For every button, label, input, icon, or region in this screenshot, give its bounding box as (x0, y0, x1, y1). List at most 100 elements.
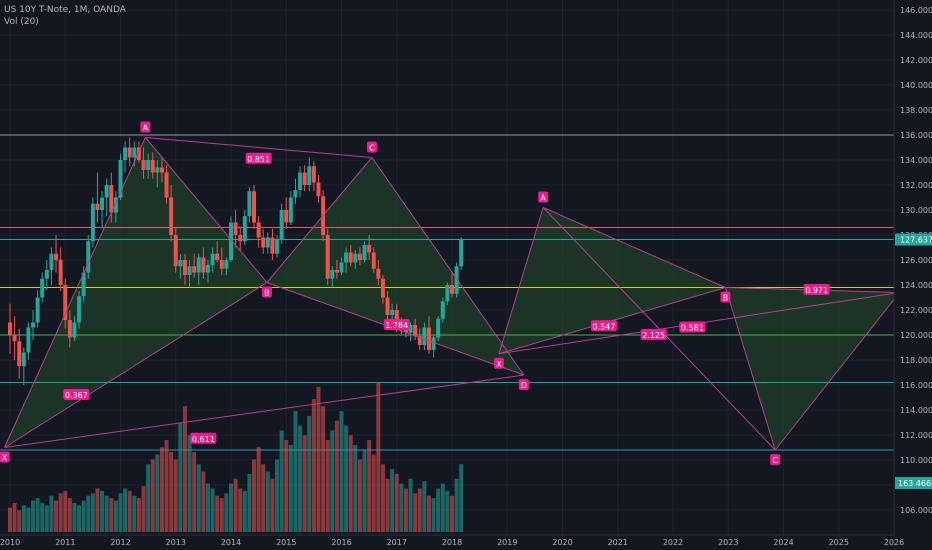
candle-body (215, 253, 220, 260)
volume-bar (450, 495, 454, 532)
time-axis: 2010 2011 2012 2013 2014 2015 2016 2017 2018 2019… (0, 534, 904, 550)
time-tick-label: 2015 (276, 538, 296, 547)
pattern1-edge (4, 374, 524, 448)
candle-body (353, 253, 358, 263)
ratio-text: 0.547 (592, 322, 615, 331)
time-tick-label: 2011 (55, 538, 75, 547)
pattern2-point-x: X (493, 357, 504, 369)
price-tick-label: 140.000 (900, 81, 932, 90)
volume-bar (321, 406, 326, 532)
volume-value-text: 163.466K (898, 479, 932, 488)
volume-bar (72, 502, 77, 532)
candle-body (362, 245, 367, 260)
volume-bar (159, 447, 164, 532)
volume-bar (100, 490, 105, 532)
candle-body (109, 185, 114, 213)
candle-body (270, 237, 275, 254)
candle-body (187, 266, 192, 275)
symbol-title[interactable]: US 10Y T-Note, 1M, OANDA (4, 5, 126, 15)
ratio-text: 0.367 (65, 391, 88, 400)
volume-bar (31, 500, 36, 532)
candle-body (164, 172, 169, 198)
price-tick-label: 112.000 (900, 431, 932, 440)
pattern1-point-b: B (261, 286, 272, 298)
volume-bar (63, 490, 68, 532)
candle-body (31, 322, 36, 328)
volume-value-tag: 163.466K (895, 477, 932, 489)
time-tick-label: 2019 (497, 538, 517, 547)
pattern1-triangle-bcd (266, 157, 524, 375)
volume-bar (201, 471, 206, 532)
candle-body (159, 167, 164, 173)
time-tick-label: 2018 (442, 538, 462, 547)
volume-bar (192, 452, 197, 532)
volume-bar (67, 498, 72, 532)
volume-bar (417, 488, 422, 532)
volume-bar (353, 444, 358, 532)
volume-bar (54, 500, 59, 532)
volume-bar (229, 483, 233, 532)
volume-bar (413, 493, 418, 532)
pattern1-edge (371, 157, 525, 376)
volume-bar (357, 459, 362, 532)
pattern2-triangle-bcd (725, 287, 900, 450)
volume-bar (233, 478, 238, 532)
volume-bar (141, 486, 146, 532)
volume-bar (224, 493, 229, 532)
candle-body (219, 260, 224, 269)
candle-body (334, 270, 339, 273)
candle-body (192, 266, 197, 273)
candle-body (150, 160, 155, 173)
volume-bar (173, 459, 178, 532)
volume-bar (35, 498, 40, 532)
pattern2-edge (725, 287, 776, 451)
volume-bar (169, 452, 174, 532)
candle-body (132, 147, 137, 158)
candle-body (26, 327, 31, 353)
candle-body (118, 160, 123, 198)
candle-body (54, 253, 59, 260)
candle-body (95, 203, 100, 210)
candle-body (210, 253, 215, 265)
volume-bar (334, 420, 339, 532)
pattern1-point-x: X (0, 451, 10, 463)
volume-bar (109, 498, 114, 532)
price-tick-label: 122.000 (900, 306, 932, 315)
candle-body (63, 285, 68, 320)
pattern1-edge (266, 157, 373, 283)
candle-body (261, 237, 266, 248)
candle-body (431, 337, 436, 350)
candle-body (413, 325, 418, 337)
pattern1-ratio-label: 1.784 (383, 319, 410, 330)
candle-body (436, 318, 441, 338)
volume-bar (339, 411, 344, 532)
volume-bar (215, 495, 220, 532)
candle-body (155, 167, 160, 173)
time-tick-label: 2021 (608, 538, 628, 547)
price-tick-label: 118.000 (900, 356, 932, 365)
volume-bar (8, 507, 12, 532)
volume-bar (219, 498, 224, 532)
price-tick-label: 142.000 (900, 56, 932, 65)
pattern2-ratio-label: 0.547 (590, 320, 617, 332)
pattern1-edge (144, 137, 268, 283)
volume-bar (17, 510, 22, 532)
volume-indicator-title[interactable]: Vol (20) (4, 17, 39, 27)
volume-bar (113, 500, 118, 532)
candle-body (371, 252, 376, 269)
volume-bars (8, 382, 464, 532)
candle-body (252, 191, 257, 223)
volume-bar (58, 493, 63, 532)
pattern1-edge (4, 282, 268, 448)
volume-bar (367, 440, 372, 532)
candle-body (8, 322, 12, 335)
candle-body (256, 222, 261, 238)
volume-bar (311, 398, 316, 532)
price-tick-label: 134.000 (900, 156, 932, 165)
volume-bar (265, 471, 270, 532)
candle-body (325, 235, 330, 279)
volume-bar (21, 505, 26, 532)
volume-bar (90, 493, 95, 532)
